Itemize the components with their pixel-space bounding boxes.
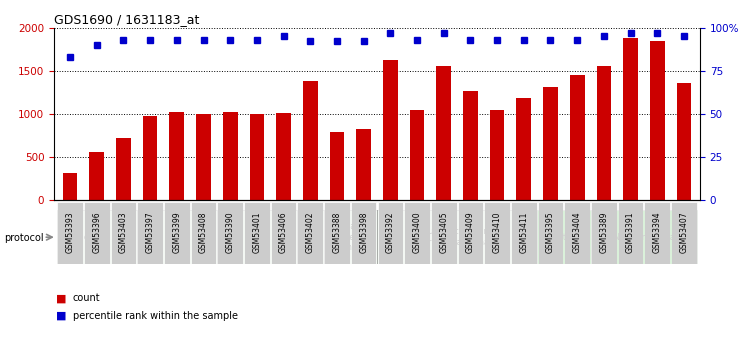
Text: GSM53391: GSM53391 [626,211,635,253]
Bar [196,114,211,200]
Bar [356,128,371,200]
Bar [244,202,270,264]
Text: GSM53411: GSM53411 [519,211,528,253]
Bar [170,112,184,200]
Text: GSM53388: GSM53388 [333,211,342,253]
Bar [191,202,216,264]
Bar [537,210,590,264]
Bar [484,202,510,264]
Bar [511,202,537,264]
Bar [324,202,350,264]
Bar [644,202,670,264]
Text: Nfull,
Delta: Nfull, Delta [302,232,318,243]
Text: GSM53394: GSM53394 [653,211,662,253]
Bar [223,112,237,200]
Text: GSM53405: GSM53405 [439,211,448,253]
Bar [457,202,483,264]
Text: GSM53409: GSM53409 [466,211,475,253]
Bar [410,110,424,200]
Text: Nfull, Delta lacking
intracellular domain: Nfull, Delta lacking intracellular domai… [418,227,496,247]
Bar [164,202,190,264]
Bar [436,66,451,200]
Bar [377,210,537,264]
Bar [217,202,243,264]
Text: GSM53392: GSM53392 [386,211,395,253]
Text: count: count [73,294,101,303]
Text: Delta: Delta [246,233,267,242]
Bar [490,110,505,200]
Bar [110,202,136,264]
Bar [63,173,77,200]
Bar [618,202,644,264]
Text: percentile rank within the sample: percentile rank within the sample [73,311,238,321]
Bar [57,210,137,264]
Bar [570,75,584,200]
Text: GSM53390: GSM53390 [226,211,235,253]
Text: GSM53398: GSM53398 [359,211,368,253]
Text: GSM53406: GSM53406 [279,211,288,253]
Bar [404,202,430,264]
Text: NDCterm, Delta: NDCterm, Delta [614,233,674,242]
Bar [57,202,83,264]
Text: GSM53396: GSM53396 [92,211,101,253]
Text: GSM53400: GSM53400 [412,211,421,253]
Text: NDCterm: NDCterm [546,233,581,242]
Bar [671,202,697,264]
Bar [89,152,104,200]
Text: protocol: protocol [4,233,44,243]
Bar [564,202,590,264]
Text: GSM53402: GSM53402 [306,211,315,253]
Text: GSM53404: GSM53404 [573,211,582,253]
Text: GSM53408: GSM53408 [199,211,208,253]
Bar [590,210,697,264]
Text: ■: ■ [56,311,67,321]
Bar [677,83,691,200]
Bar [463,90,478,200]
Text: GSM53410: GSM53410 [493,211,502,253]
Bar [84,202,110,264]
Bar [143,117,158,200]
Bar [249,114,264,200]
Text: GDS1690 / 1631183_at: GDS1690 / 1631183_at [54,13,200,27]
Bar [137,210,217,264]
Bar [378,202,403,264]
Bar [431,202,457,264]
Text: GSM53399: GSM53399 [172,211,181,253]
Bar [116,138,131,200]
Text: control: control [83,233,110,242]
Bar [596,66,611,200]
Bar [517,98,531,200]
Text: GSM53393: GSM53393 [65,211,74,253]
Bar [650,41,665,200]
Bar [303,81,318,200]
Bar [330,132,344,200]
Bar [217,210,297,264]
Text: Nfull: Nfull [168,233,185,242]
Bar [271,202,297,264]
Text: GSM53401: GSM53401 [252,211,261,253]
Bar [324,210,377,264]
Text: GSM53397: GSM53397 [146,211,155,253]
Bar [623,38,638,200]
Text: Delta lacking
intracellular
domain: Delta lacking intracellular domain [325,222,376,252]
Text: GSM53395: GSM53395 [546,211,555,253]
Text: ■: ■ [56,294,67,303]
Bar [591,202,617,264]
Bar [137,202,163,264]
Bar [297,202,323,264]
Bar [351,202,376,264]
Text: GSM53389: GSM53389 [599,211,608,253]
Bar [383,60,398,200]
Bar [538,202,563,264]
Bar [297,210,324,264]
Bar [276,113,291,200]
Text: GSM53407: GSM53407 [680,211,689,253]
Text: GSM53403: GSM53403 [119,211,128,253]
Bar [543,87,558,200]
